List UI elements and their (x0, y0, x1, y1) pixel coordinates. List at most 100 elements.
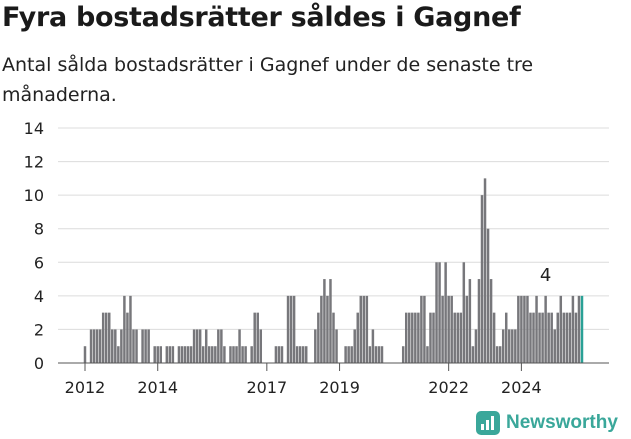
bar-2018-12 (335, 329, 338, 363)
bar-2021-09 (435, 262, 438, 363)
bar-2020-12 (408, 312, 411, 363)
bar-2021-04 (420, 295, 423, 363)
bar-2014-01 (156, 346, 159, 363)
bar-2024-07 (538, 312, 541, 363)
bar-2022-08 (468, 279, 472, 363)
bar-2017-11 (295, 346, 299, 363)
bar-2012-09 (108, 312, 111, 363)
bar-2018-06 (317, 312, 320, 363)
bar-2022-10 (474, 329, 478, 363)
bar-2015-04 (201, 346, 205, 363)
bar-undefined (574, 312, 578, 363)
x-tick-label: 2019 (319, 378, 360, 397)
bar-2024-06 (535, 295, 538, 363)
bar-2012-07 (101, 312, 105, 363)
bar-2023-04 (492, 312, 496, 363)
bar-2022-12 (480, 195, 484, 363)
bar-2012-08 (104, 312, 108, 363)
bar-2019-08 (359, 295, 363, 363)
y-tick-label: 14 (24, 119, 44, 138)
bar-2018-07 (320, 295, 323, 363)
bar-2020-02 (377, 346, 381, 363)
bar-2021-08 (432, 312, 435, 363)
bar-2017-10 (292, 295, 296, 363)
bar-2013-02 (123, 295, 126, 363)
bar-2017-12 (298, 346, 302, 363)
bar-2022-05 (459, 312, 463, 363)
bar-2014-08 (177, 346, 181, 363)
bar-2020-11 (404, 312, 408, 363)
bar-2022-09 (471, 346, 475, 363)
bar-2014-12 (189, 346, 193, 363)
bar-2012-05 (95, 329, 99, 363)
bar-2012-03 (89, 329, 93, 363)
bar-undefined (562, 312, 566, 363)
bar-2013-05 (132, 329, 135, 363)
bar-2021-01 (411, 312, 414, 363)
bar-2023-06 (498, 346, 502, 363)
bar-2023-10 (511, 329, 514, 363)
bar-2024-08 (541, 312, 544, 363)
newsworthy-logo: Newsworthy (476, 408, 618, 438)
brand-name: Newsworthy (506, 412, 618, 433)
y-tick-label: 2 (34, 320, 44, 339)
bar-2014-06 (171, 346, 175, 363)
bar-2012-06 (98, 329, 102, 363)
bar-2022-03 (453, 312, 456, 363)
bar-2014-09 (180, 346, 184, 363)
bar-2015-06 (208, 346, 211, 363)
bar-2019-05 (350, 346, 353, 363)
bar-2024-09 (544, 295, 547, 363)
bar-2017-04 (274, 346, 278, 363)
bar-2015-05 (204, 329, 208, 363)
bar-2024-05 (532, 312, 535, 363)
bar-2021-05 (423, 295, 426, 363)
bar-2023-01 (483, 178, 487, 363)
bar-2019-12 (371, 329, 375, 363)
y-tick-label: 6 (34, 253, 44, 272)
bar-2018-10 (329, 279, 332, 363)
bar-2012-04 (92, 329, 96, 363)
x-tick-label: 2022 (428, 378, 469, 397)
chart-subtitle: Antal sålda bostadsrätter i Gagnef under… (2, 54, 534, 106)
bar-2016-08 (250, 346, 253, 363)
bar-2015-10 (220, 329, 223, 363)
bar-2021-02 (414, 312, 417, 363)
bar-2015-09 (217, 329, 220, 363)
bar-2024-02 (523, 295, 526, 363)
bar-2016-09 (253, 312, 256, 363)
bar-undefined (547, 312, 550, 363)
bar-undefined (556, 312, 559, 363)
bar-2023-07 (501, 329, 505, 363)
bar-2023-09 (508, 329, 511, 363)
bar-undefined (568, 312, 572, 363)
bar-2014-11 (186, 346, 190, 363)
bar-2020-01 (374, 346, 378, 363)
bar-2017-05 (277, 346, 281, 363)
bar-2015-03 (198, 329, 202, 363)
bar-2018-02 (304, 346, 308, 363)
y-tick-label: 12 (24, 153, 44, 172)
bar-undefined (550, 312, 553, 363)
bar-2012-01 (83, 346, 87, 363)
bar-2016-11 (259, 329, 263, 363)
bar-2015-02 (195, 329, 199, 363)
bar-undefined (577, 295, 581, 363)
bar-2023-03 (489, 279, 493, 363)
bar-2015-01 (192, 329, 196, 363)
bar-2022-11 (477, 279, 481, 363)
bar-2015-11 (223, 346, 226, 363)
bar-2024-04 (529, 312, 532, 363)
bar-2019-03 (344, 346, 347, 363)
y-tick-label: 0 (34, 354, 44, 373)
bar-2013-10 (147, 329, 150, 363)
x-tick-label: 2017 (246, 378, 287, 397)
bar-2015-08 (214, 346, 217, 363)
bar-2016-04 (238, 329, 241, 363)
bar-2016-01 (229, 346, 232, 363)
bar-2017-09 (289, 295, 293, 363)
bar-2017-06 (280, 346, 284, 363)
bar-2019-09 (362, 295, 366, 363)
x-tick-label: 2012 (65, 378, 106, 397)
